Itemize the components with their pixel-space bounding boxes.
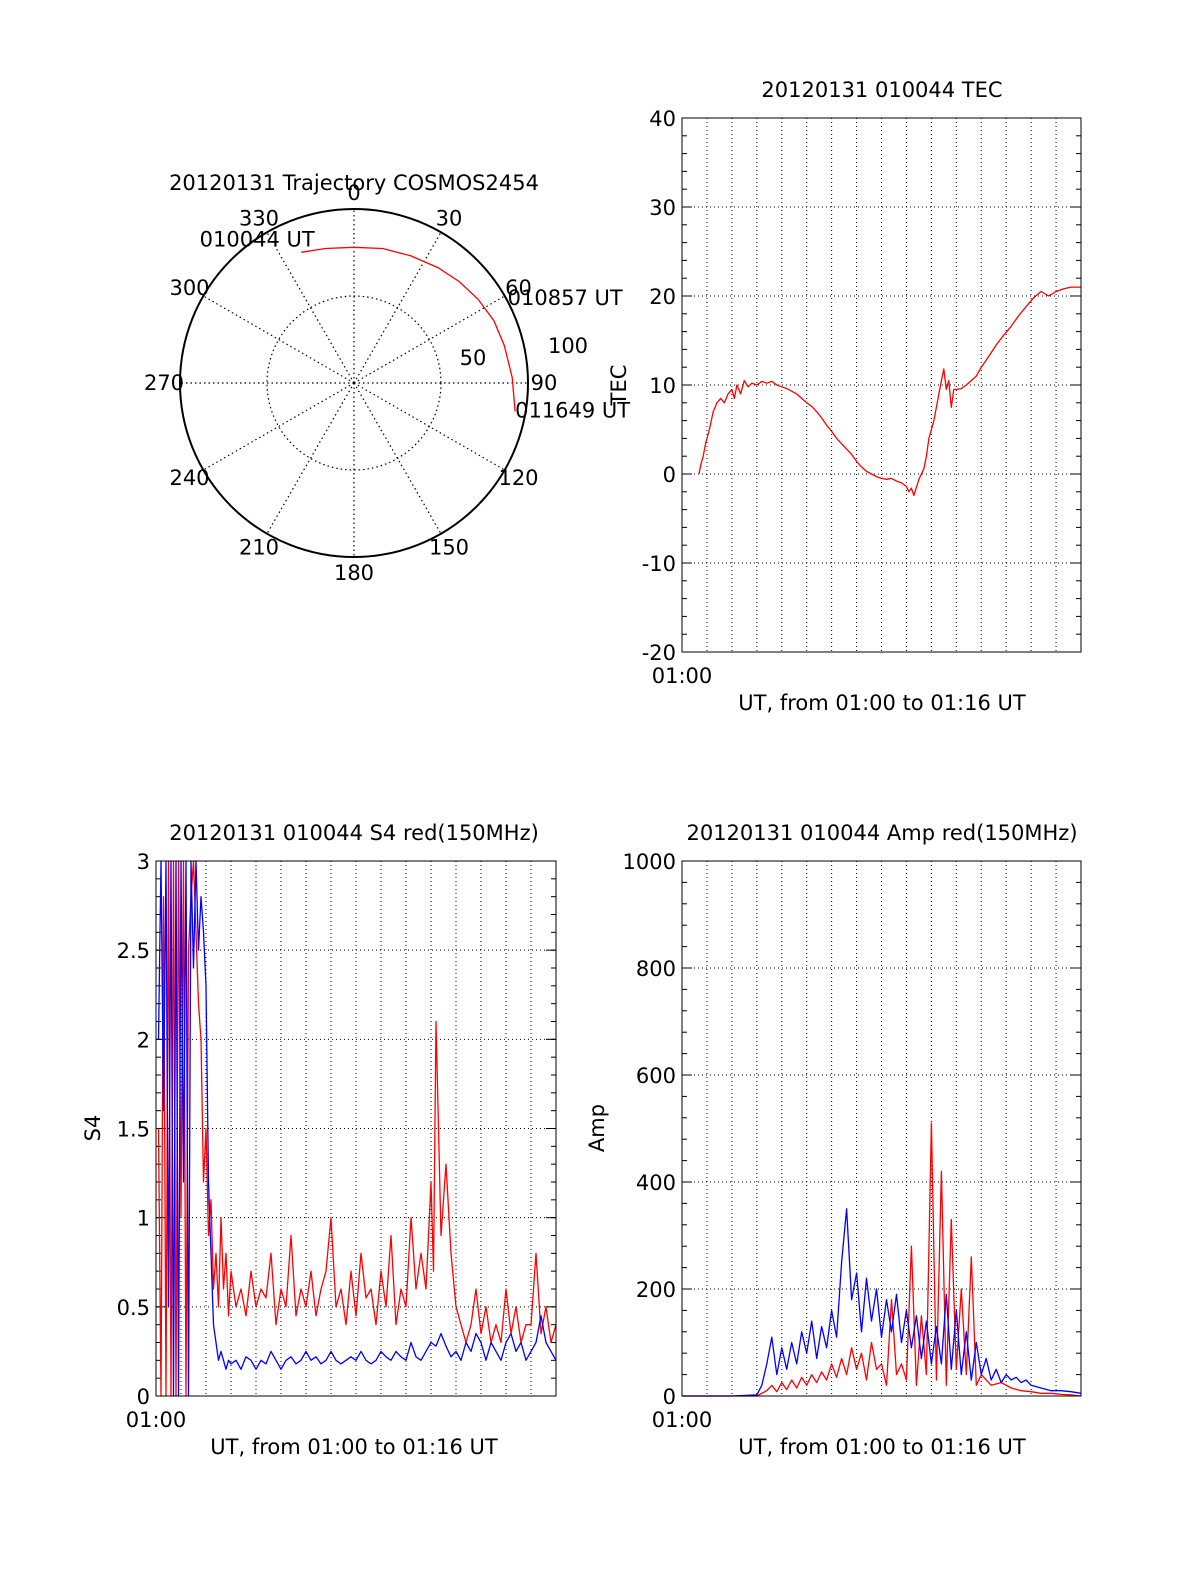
tec-y-tick-label: -20 — [642, 641, 676, 665]
trajectory-annotations: 010044 UT 010857 UT 011649 UT — [200, 227, 631, 422]
trajectory-time-label: 010857 UT — [508, 286, 623, 310]
tec-x-axis-label: UT, from 01:00 to 01:16 UT — [738, 691, 1026, 715]
azimuth-label: 330 — [239, 207, 279, 231]
polar-title: 20120131 Trajectory COSMOS2454 — [169, 171, 539, 195]
azimuth-label: 60 — [505, 276, 532, 300]
s4-y-tick-label: 0.5 — [117, 1296, 150, 1320]
polar-spoke — [353, 382, 505, 471]
azimuth-label: 180 — [334, 561, 374, 585]
s4-title: 20120131 010044 S4 red(150MHz) — [169, 821, 539, 845]
tec-y-tick-label: 40 — [649, 107, 676, 131]
s4-chart: 20120131 010044 S4 red(150MHz) S4 UT, fr… — [81, 821, 557, 1459]
amp-y-axis-label: Amp — [585, 1104, 609, 1152]
azimuth-label: 30 — [436, 207, 463, 231]
azimuth-label: 90 — [531, 371, 558, 395]
amp-title: 20120131 010044 Amp red(150MHz) — [686, 821, 1077, 845]
polar-outer-ring — [179, 208, 529, 558]
amp-y-tick-label: 200 — [636, 1278, 676, 1302]
tec-x-tick-label: 01:00 — [652, 664, 713, 688]
trajectory-series — [301, 246, 516, 412]
amp-series-red-line — [682, 1122, 1082, 1397]
tec-y-tick-label: 20 — [649, 285, 676, 309]
tec-y-tick-label: 10 — [649, 374, 676, 398]
s4-y-tick-label: 1.5 — [117, 1118, 150, 1142]
amp-y-tick-label: 0 — [663, 1385, 676, 1409]
azimuth-label: 0 — [347, 181, 360, 205]
radial-label: 100 — [548, 334, 588, 358]
azimuth-label: 120 — [498, 466, 538, 490]
tec-y-tick-label: 0 — [663, 463, 676, 487]
amp-frame — [681, 860, 1082, 1397]
tec-y-tick-label: 30 — [649, 196, 676, 220]
polar-spoke — [353, 382, 442, 534]
amp-y-tick-label: 1000 — [623, 850, 676, 874]
tec-y-axis-label: TEC — [607, 365, 631, 407]
tec-frame — [681, 117, 1082, 653]
polar-spoke — [266, 382, 355, 534]
polar-labels: 0 30 60 90 120 150 180 210 240 270 300 330 50 100 — [144, 181, 588, 585]
tec-title: 20120131 010044 TEC — [761, 78, 1002, 102]
amp-plot-area: 0 200 400 600 800 1000 — [623, 850, 1082, 1409]
s4-series-blue-line — [157, 860, 557, 1397]
azimuth-label: 150 — [429, 536, 469, 560]
s4-plot-area: 0 0.5 1 1.5 2 2.5 3 — [117, 850, 557, 1409]
s4-y-tick-label: 0 — [137, 1385, 150, 1409]
amp-chart: 20120131 010044 Amp red(150MHz) Amp UT, … — [585, 821, 1082, 1459]
s4-y-tick-label: 3 — [137, 850, 150, 874]
polar-spoke — [203, 382, 355, 471]
amp-series-blue-line — [682, 1208, 1082, 1397]
s4-y-tick-label: 2.5 — [117, 939, 150, 963]
tec-chart: 20120131 010044 TEC TEC UT, from 01:00 t… — [607, 78, 1082, 715]
s4-frame — [155, 860, 557, 1397]
s4-x-axis-label: UT, from 01:00 to 01:16 UT — [210, 1435, 498, 1459]
azimuth-label: 300 — [169, 276, 209, 300]
tec-series-red-line — [698, 286, 1081, 497]
azimuth-label: 210 — [239, 536, 279, 560]
tec-plot-area: -20 -10 0 10 20 30 40 — [642, 107, 1082, 665]
trajectory-time-label: 011649 UT — [515, 398, 630, 422]
s4-x-tick-label: 01:00 — [126, 1408, 187, 1432]
polar-spoke — [353, 295, 505, 384]
azimuth-label: 240 — [169, 466, 209, 490]
polar-spoke — [266, 232, 355, 384]
amp-x-axis-label: UT, from 01:00 to 01:16 UT — [738, 1435, 1026, 1459]
s4-y-axis-label: S4 — [81, 1115, 105, 1142]
polar-grid — [179, 208, 529, 558]
radial-label: 50 — [460, 346, 487, 370]
trajectory-line — [301, 246, 516, 412]
s4-y-tick-label: 2 — [137, 1028, 150, 1052]
amp-y-tick-label: 600 — [636, 1064, 676, 1088]
polar-spoke — [203, 295, 355, 384]
polar-spoke — [353, 232, 442, 384]
azimuth-label: 270 — [144, 371, 184, 395]
polar-trajectory-chart: 20120131 Trajectory COSMOS2454 0 30 60 90 12… — [144, 171, 630, 585]
trajectory-time-label: 010044 UT — [200, 227, 315, 251]
amp-y-tick-label: 400 — [636, 1171, 676, 1195]
s4-series-red-line — [157, 860, 557, 1397]
amp-x-tick-label: 01:00 — [652, 1408, 713, 1432]
tec-y-tick-label: -10 — [642, 552, 676, 576]
s4-y-tick-label: 1 — [137, 1207, 150, 1231]
amp-y-tick-label: 800 — [636, 957, 676, 981]
